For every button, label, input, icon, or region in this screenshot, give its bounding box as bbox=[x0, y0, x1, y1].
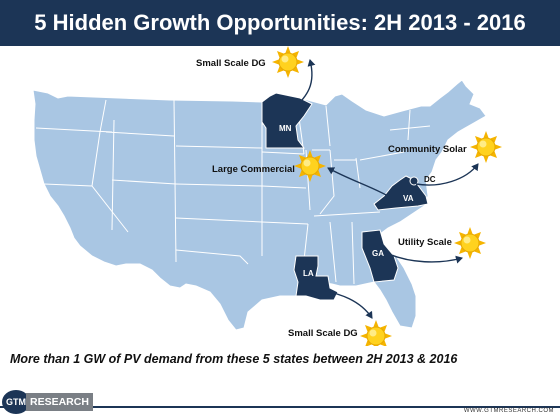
dc-marker bbox=[409, 176, 419, 186]
footnote: More than 1 GW of PV demand from these 5… bbox=[10, 352, 458, 366]
state-borders bbox=[35, 95, 431, 297]
callout-mn: Small Scale DG bbox=[196, 58, 266, 69]
state-la bbox=[293, 255, 339, 301]
gtm-logo: GTM RESEARCH bbox=[2, 390, 93, 414]
state-label-va: VA bbox=[403, 194, 414, 203]
sun-icon bbox=[271, 46, 305, 79]
logo-word: RESEARCH bbox=[26, 393, 93, 411]
arrow-icon bbox=[285, 59, 316, 119]
state-label-ga: GA bbox=[372, 249, 384, 258]
logo-mark: GTM bbox=[2, 390, 30, 414]
state-mn bbox=[261, 92, 313, 149]
callout-ga: Utility Scale bbox=[398, 237, 452, 248]
us-map bbox=[32, 46, 503, 346]
title-bar bbox=[0, 0, 560, 46]
footer-divider bbox=[0, 406, 560, 408]
website-url: WWW.GTMRESEARCH.COM bbox=[463, 408, 554, 414]
sun-icon bbox=[469, 130, 503, 164]
arrow-icon bbox=[383, 251, 463, 264]
state-ga bbox=[361, 229, 399, 283]
state-label-mn: MN bbox=[279, 124, 292, 133]
arrow-icon bbox=[327, 167, 389, 197]
state-label-dc: DC bbox=[424, 175, 436, 184]
page-title: 5 Hidden Growth Opportunities: 2H 2013 -… bbox=[34, 10, 526, 35]
callout-la: Small Scale DG bbox=[288, 328, 358, 339]
arrow-icon bbox=[321, 289, 373, 319]
callout-dc: Community Solar bbox=[388, 144, 467, 155]
sun-icon bbox=[453, 226, 487, 260]
arrow-icon bbox=[415, 163, 479, 186]
callout-il: Large Commercial bbox=[212, 164, 295, 175]
state-label-la: LA bbox=[303, 269, 314, 278]
sun-icon bbox=[359, 319, 393, 346]
